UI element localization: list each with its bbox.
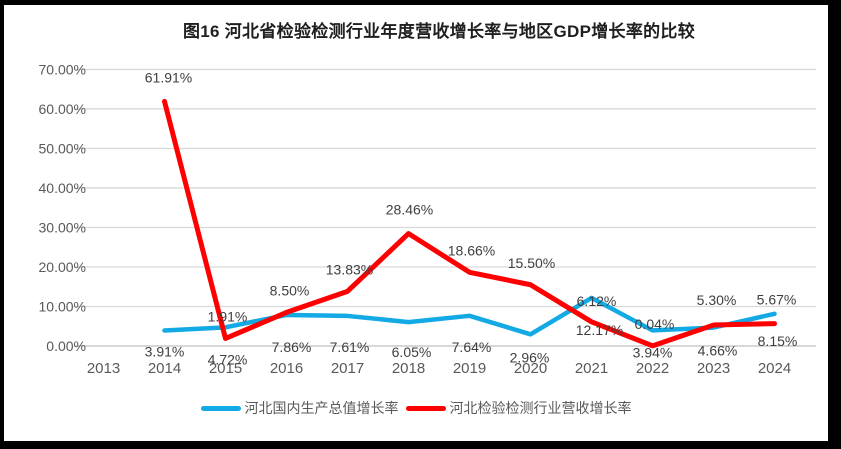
- y-tick-label: 20.00%: [39, 259, 86, 275]
- revenue-data-label: 5.30%: [697, 292, 737, 308]
- x-tick-label: 2019: [453, 360, 486, 377]
- revenue-data-label: 0.04%: [635, 316, 675, 332]
- x-tick-label: 2014: [148, 360, 181, 377]
- legend-item-revenue: 河北检验检测行业营收增长率: [405, 398, 632, 418]
- revenue-data-label: 5.67%: [757, 292, 797, 308]
- x-tick-label: 2023: [697, 360, 730, 377]
- x-tick-label: 2020: [514, 360, 547, 377]
- gdp-data-label: 3.94%: [633, 344, 673, 360]
- y-tick-label: 50.00%: [39, 140, 86, 156]
- legend-label-revenue: 河北检验检测行业营收增长率: [449, 400, 632, 416]
- x-tick-label: 2016: [270, 360, 303, 377]
- legend-item-gdp: 河北国内生产总值增长率: [200, 398, 399, 418]
- legend-label-gdp: 河北国内生产总值增长率: [244, 400, 399, 416]
- gdp-data-label: 4.72%: [208, 351, 248, 367]
- y-tick-label: 30.00%: [39, 219, 86, 235]
- x-tick-label: 2018: [392, 360, 425, 377]
- revenue-data-label: 13.83%: [326, 261, 373, 277]
- gdp-data-label: 8.15%: [758, 333, 798, 349]
- revenue-growth-line: [162, 98, 777, 349]
- revenue-data-label: 15.50%: [508, 255, 555, 271]
- y-tick-label: 70.00%: [39, 61, 86, 77]
- x-tick-label: 2021: [575, 360, 608, 377]
- y-tick-label: 40.00%: [39, 180, 86, 196]
- revenue-data-label: 61.91%: [145, 69, 192, 85]
- revenue-data-label: 6.12%: [577, 293, 617, 309]
- gdp-data-label: 2.96%: [510, 349, 550, 365]
- y-tick-label: 10.00%: [39, 298, 86, 314]
- x-tick-label: 2013: [87, 360, 120, 377]
- x-tick-label: 2015: [209, 360, 242, 377]
- x-tick-label: 2022: [636, 360, 669, 377]
- gdp-data-label: 7.61%: [330, 339, 370, 355]
- revenue-data-label: 1.91%: [208, 308, 248, 324]
- gdp-data-label: 4.66%: [698, 343, 738, 359]
- plot-area: 0.00% 10.00% 20.00% 30.00% 40.00% 50.00% 60.00…: [39, 61, 816, 377]
- gdp-data-label: 7.64%: [452, 339, 492, 355]
- chart-card: 图16 河北省检验检测行业年度营收增长率与地区GDP增长率的比较 0.00% 10…: [4, 5, 828, 441]
- gdp-growth-line: [162, 295, 777, 337]
- x-tick-label: 2017: [331, 360, 364, 377]
- legend-line-swatch-revenue: [405, 405, 446, 411]
- y-tick-label: 60.00%: [39, 101, 86, 117]
- revenue-data-label: 18.66%: [448, 242, 495, 258]
- gdp-data-label: 7.86%: [272, 339, 312, 355]
- x-tick-label: 2024: [758, 360, 791, 377]
- chart-title: 图16 河北省检验检测行业年度营收增长率与地区GDP增长率的比较: [182, 22, 696, 41]
- legend-line-swatch-gdp: [200, 405, 241, 411]
- gdp-data-label: 12.17%: [576, 322, 623, 338]
- revenue-data-label: 8.50%: [270, 282, 310, 298]
- y-tick-label: 0.00%: [46, 338, 86, 354]
- gdp-data-label: 6.05%: [392, 344, 432, 360]
- gdp-data-label: 3.91%: [145, 344, 185, 360]
- chart-legend: 河北国内生产总值增长率 河北检验检测行业营收增长率: [4, 398, 828, 418]
- revenue-data-label: 28.46%: [386, 202, 433, 218]
